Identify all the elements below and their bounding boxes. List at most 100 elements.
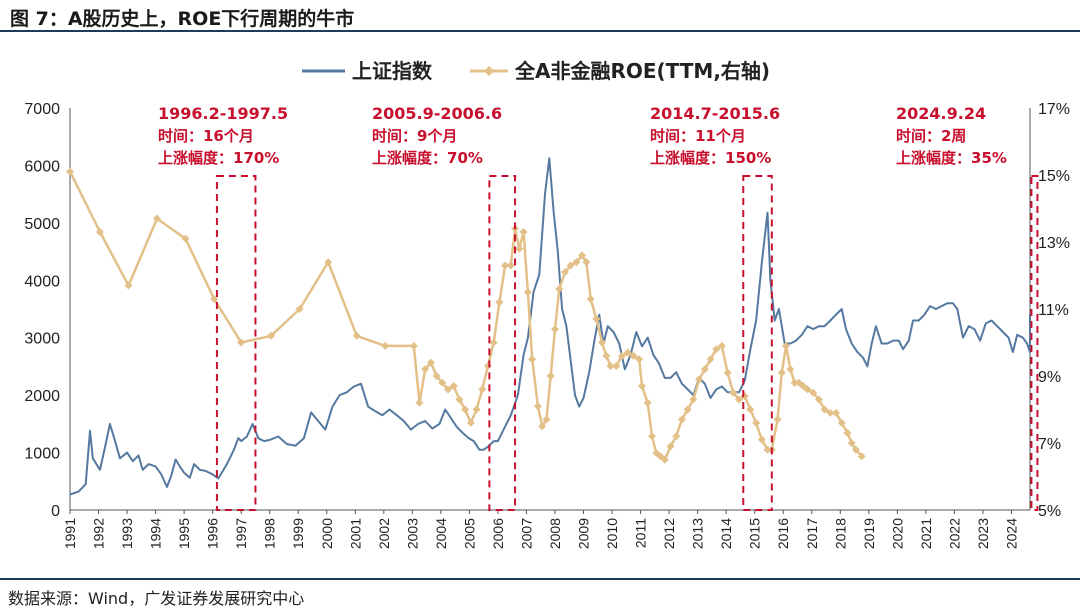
roe-point-marker xyxy=(782,341,791,350)
x-tick-label: 2005 xyxy=(461,518,477,549)
roe-point-marker xyxy=(786,365,795,374)
x-tick-label: 2019 xyxy=(861,518,877,549)
x-tick-label: 2001 xyxy=(347,518,363,549)
roe-point-marker xyxy=(237,338,246,347)
y-left-tick-label: 3000 xyxy=(24,331,60,348)
x-tick-label: 2010 xyxy=(604,518,620,549)
x-tick-label: 1998 xyxy=(262,518,278,549)
roe-point-marker xyxy=(550,325,559,334)
roe-point-marker xyxy=(638,382,647,391)
roe-point-marker xyxy=(712,345,721,354)
roe-point-marker xyxy=(483,361,492,370)
roe-point-marker xyxy=(542,415,551,424)
roe-point-marker xyxy=(803,385,812,394)
legend-roe-marker xyxy=(484,66,494,76)
roe-point-marker xyxy=(566,261,575,270)
roe-point-marker xyxy=(426,358,435,367)
y-left-tick-label: 5000 xyxy=(24,216,60,233)
x-tick-label: 2020 xyxy=(889,518,905,549)
annotation-duration: 时间：2周 xyxy=(896,127,966,145)
bull-market-box xyxy=(742,175,773,511)
x-tick-label: 2021 xyxy=(918,518,934,549)
x-tick-label: 1997 xyxy=(233,518,249,549)
y-right-tick-label: 15% xyxy=(1038,168,1070,185)
bull-market-box xyxy=(488,175,517,511)
roe-point-marker xyxy=(506,261,515,270)
roe-point-marker xyxy=(763,445,772,454)
x-tick-label: 2006 xyxy=(490,518,506,549)
series-layer xyxy=(66,157,1031,496)
roe-point-marker xyxy=(723,368,732,377)
roe-point-marker xyxy=(409,341,418,350)
roe-point-marker xyxy=(572,258,581,267)
annotation-period: 2005.9-2006.6 xyxy=(372,104,502,123)
x-tick-label: 2016 xyxy=(775,518,791,549)
series-line-index xyxy=(69,157,1031,496)
x-tick-label: 2008 xyxy=(547,518,563,549)
roe-point-marker xyxy=(729,388,738,397)
x-tick-label: 1994 xyxy=(148,518,164,549)
annotation-gain: 上涨幅度：150% xyxy=(650,149,771,167)
x-tick-label: 2009 xyxy=(576,518,592,549)
roe-point-marker xyxy=(629,351,638,360)
x-tick-label: 2007 xyxy=(518,518,534,549)
roe-point-marker xyxy=(700,365,709,374)
annotation-gain: 上涨幅度：170% xyxy=(158,149,279,167)
roe-point-marker xyxy=(843,428,852,437)
roe-point-marker xyxy=(124,281,133,290)
bull-market-box xyxy=(215,175,257,511)
legend: 上证指数 全A非金融ROE(TTM,右轴) xyxy=(302,59,770,83)
annotation-period: 2014.7-2015.6 xyxy=(650,104,780,123)
roe-point-marker xyxy=(717,341,726,350)
roe-point-marker xyxy=(578,251,587,260)
roe-point-marker xyxy=(582,258,591,267)
x-tick-label: 2004 xyxy=(433,518,449,549)
y-left-tick-label: 6000 xyxy=(24,158,60,175)
x-tick-label: 2011 xyxy=(633,518,649,548)
roe-point-marker xyxy=(847,439,856,447)
x-tick-label: 2023 xyxy=(975,518,991,549)
x-tick-label: 1992 xyxy=(91,518,107,549)
roe-point-marker xyxy=(735,395,744,404)
roe-point-marker xyxy=(635,355,644,364)
roe-point-marker xyxy=(472,405,481,414)
y-left-ticks: 0 1000 2000 3000 4000 5000 6000 7000 xyxy=(24,101,60,520)
roe-point-marker xyxy=(515,244,524,253)
roe-point-marker xyxy=(546,372,555,380)
roe-point-marker xyxy=(598,338,607,347)
x-tick-label: 2022 xyxy=(946,518,962,549)
roe-point-marker xyxy=(826,408,835,417)
y-right-tick-label: 17% xyxy=(1038,101,1070,118)
roe-point-marker xyxy=(851,445,860,454)
roe-point-marker xyxy=(837,418,846,427)
roe-point-marker xyxy=(660,455,669,464)
x-tick-label: 2014 xyxy=(718,518,734,549)
roe-point-marker xyxy=(66,167,74,176)
title-rule xyxy=(0,30,1080,32)
roe-point-marker xyxy=(478,385,487,394)
roe-point-marker xyxy=(555,284,564,293)
legend-roe-label: 全A非金融ROE(TTM,右轴) xyxy=(514,59,770,83)
x-tick-label: 2015 xyxy=(747,518,763,549)
y-right-tick-label: 11% xyxy=(1038,302,1069,319)
roe-point-marker xyxy=(438,378,447,387)
footer-rule xyxy=(0,578,1080,580)
y-right-tick-label: 13% xyxy=(1038,235,1070,252)
x-tick-label: 2024 xyxy=(1003,518,1019,549)
roe-point-marker xyxy=(809,388,818,397)
roe-point-marker xyxy=(495,298,504,307)
roe-point-marker xyxy=(528,355,537,364)
x-tick-label: 1991 xyxy=(62,518,78,549)
roe-point-marker xyxy=(381,341,390,350)
roe-point-marker xyxy=(352,331,361,340)
y-right-tick-label: 9% xyxy=(1038,369,1061,386)
roe-point-marker xyxy=(746,405,755,414)
x-tick-label: 2013 xyxy=(690,518,706,549)
x-tick-label: 2000 xyxy=(319,518,335,549)
y-right-ticks: 5% 7% 9% 11% 13% 15% 17% xyxy=(1038,101,1070,520)
figure-title: 图 7：A股历史上，ROE下行周期的牛市 xyxy=(10,8,355,30)
roe-point-marker xyxy=(814,395,823,404)
roe-point-marker xyxy=(602,351,611,360)
annotation-gain: 上涨幅度：35% xyxy=(896,149,1007,167)
roe-point-marker xyxy=(832,408,841,417)
